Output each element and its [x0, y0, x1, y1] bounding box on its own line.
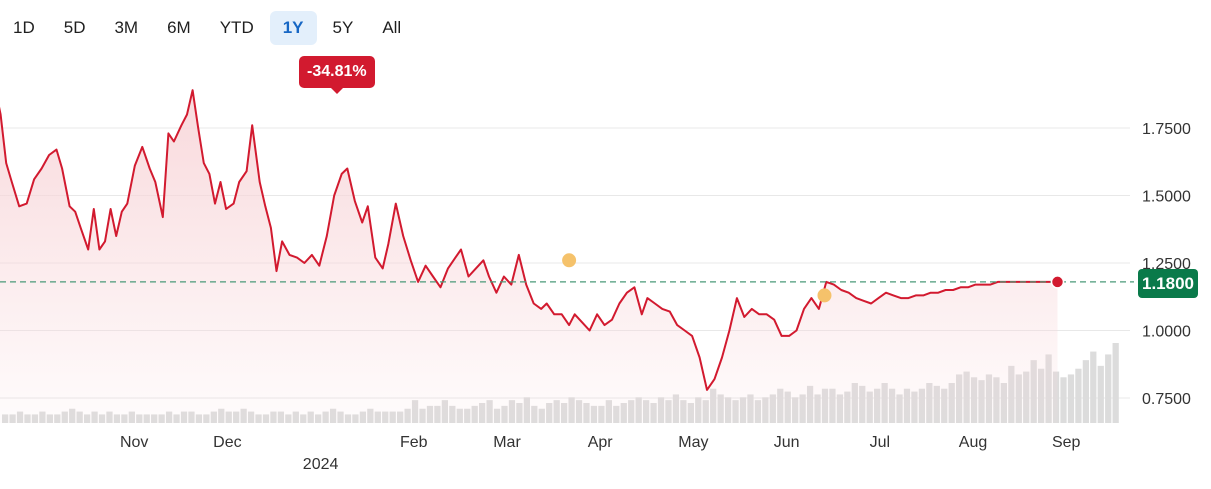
- volume-bar: [1067, 374, 1075, 423]
- volume-bar: [1097, 365, 1104, 423]
- range-ytd-button[interactable]: YTD: [219, 18, 254, 37]
- x-tick-label: May: [678, 434, 708, 451]
- range-6m-button[interactable]: 6M: [167, 18, 191, 37]
- current-price-tag: 1.1800: [1138, 269, 1198, 298]
- x-tick-label: Mar: [493, 434, 521, 451]
- event-marker[interactable]: [562, 253, 577, 268]
- range-3m-button[interactable]: 3M: [114, 18, 139, 37]
- x-tick-label: Jul: [870, 434, 890, 451]
- year-label: 2024: [303, 456, 339, 473]
- volume-bar: [1060, 377, 1067, 423]
- y-tick-label: 0.7500: [1142, 391, 1191, 408]
- x-tick-label: Dec: [213, 434, 241, 451]
- x-tick-label: Nov: [120, 434, 148, 451]
- volume-bar: [1082, 360, 1089, 423]
- area-fill: [0, 90, 1058, 423]
- series-line: [0, 89, 1058, 391]
- range-5d-button[interactable]: 5D: [63, 18, 86, 37]
- range-5y-button[interactable]: 5Y: [332, 18, 354, 37]
- volume-bar: [1090, 351, 1097, 423]
- x-tick-label: Feb: [400, 434, 428, 451]
- range-1y-button[interactable]: 1Y: [269, 11, 317, 45]
- y-tick-label: 1.7500: [1142, 121, 1191, 138]
- x-tick-label: Sep: [1052, 434, 1081, 451]
- volume-bar: [1105, 354, 1112, 423]
- x-tick-label: Jun: [774, 434, 800, 451]
- time-range-selector: 1D 5D 3M 6M YTD 1Y 5Y All: [0, 10, 417, 46]
- x-tick-label: Apr: [588, 434, 614, 451]
- x-tick-label: Aug: [959, 434, 987, 451]
- range-all-button[interactable]: All: [382, 18, 402, 37]
- range-1d-button[interactable]: 1D: [13, 18, 35, 37]
- last-price-dot[interactable]: [1050, 275, 1065, 289]
- volume-bar: [1112, 343, 1119, 423]
- y-tick-label: 1.5000: [1142, 189, 1191, 206]
- event-marker[interactable]: [817, 288, 832, 303]
- volume-bar: [1075, 368, 1082, 423]
- y-tick-label: 1.0000: [1142, 324, 1191, 341]
- change-badge: -34.81%: [299, 56, 375, 94]
- y-tick-label: 1.2500: [1142, 256, 1191, 273]
